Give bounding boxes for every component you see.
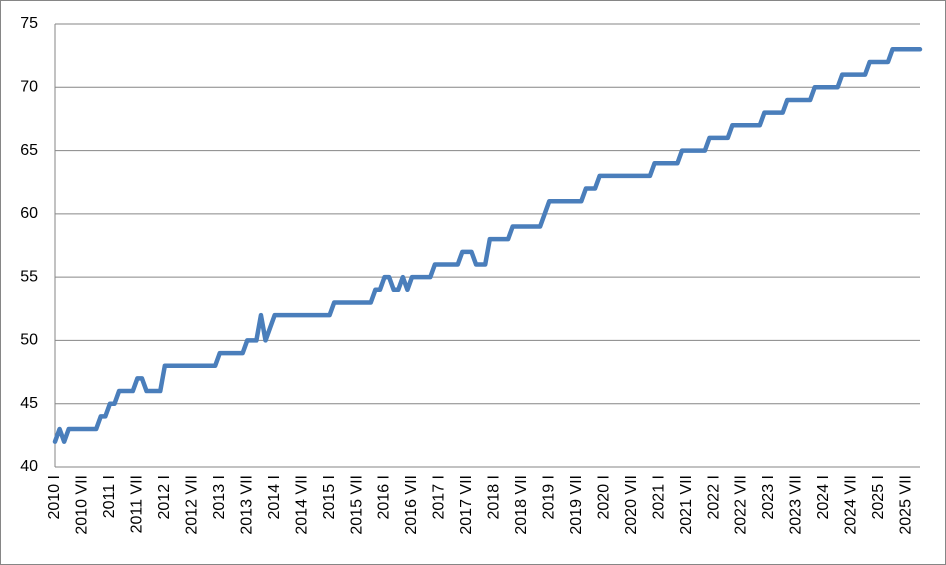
x-tick-label: 2019 I [541, 475, 558, 519]
y-tick-label: 50 [20, 332, 38, 349]
x-tick-label: 2020 I [595, 475, 612, 519]
x-tick-label: 2023 I [760, 475, 777, 519]
x-tick-label: 2018 VII [513, 475, 530, 535]
x-tick-label: 2013 VII [238, 475, 255, 535]
x-tick-label: 2012 VII [184, 475, 201, 535]
x-tick-label: 2013 I [211, 475, 228, 519]
x-tick-label: 2023 VII [788, 475, 805, 535]
x-tick-label: 2019 VII [568, 475, 585, 535]
data-line [52, 47, 923, 444]
x-tick-label: 2025 VII [897, 475, 914, 535]
x-tick-label: 2016 I [376, 475, 393, 519]
y-tick-label: 65 [20, 142, 38, 159]
y-tick-label: 55 [20, 268, 38, 285]
x-tick-label: 2017 VII [458, 475, 475, 535]
x-tick-label: 2016 VII [403, 475, 420, 535]
x-tick-label: 2012 I [156, 475, 173, 519]
y-tick-label: 40 [20, 458, 38, 475]
x-tick-label: 2020 VII [623, 475, 640, 535]
x-tick-label: 2015 I [321, 475, 338, 519]
x-tick-label: 2024 I [815, 475, 832, 519]
y-tick-label: 75 [20, 15, 38, 32]
x-tick-label: 2017 I [431, 475, 448, 519]
x-tick-label: 2010 I [46, 475, 63, 519]
x-tick-label: 2014 VII [293, 475, 310, 535]
x-tick-label: 2011 VII [129, 475, 146, 533]
x-tick-label: 2011 I [101, 475, 118, 518]
x-tick-label: 2025 I [870, 475, 887, 519]
x-tick-label: 2018 I [486, 475, 503, 519]
x-tick-label: 2022 I [705, 475, 722, 519]
x-tick-label: 2021 VII [678, 475, 695, 535]
y-tick-label: 60 [20, 205, 38, 222]
x-tick-label: 2022 VII [733, 475, 750, 535]
x-tick-label: 2021 I [650, 475, 667, 519]
x-tick-label: 2010 VII [74, 475, 91, 535]
x-tick-label: 2015 VII [348, 475, 365, 535]
y-tick-label: 45 [20, 395, 38, 412]
x-tick-label: 2024 VII [843, 475, 860, 535]
y-tick-label: 70 [20, 79, 38, 96]
x-tick-label: 2014 I [266, 475, 283, 519]
